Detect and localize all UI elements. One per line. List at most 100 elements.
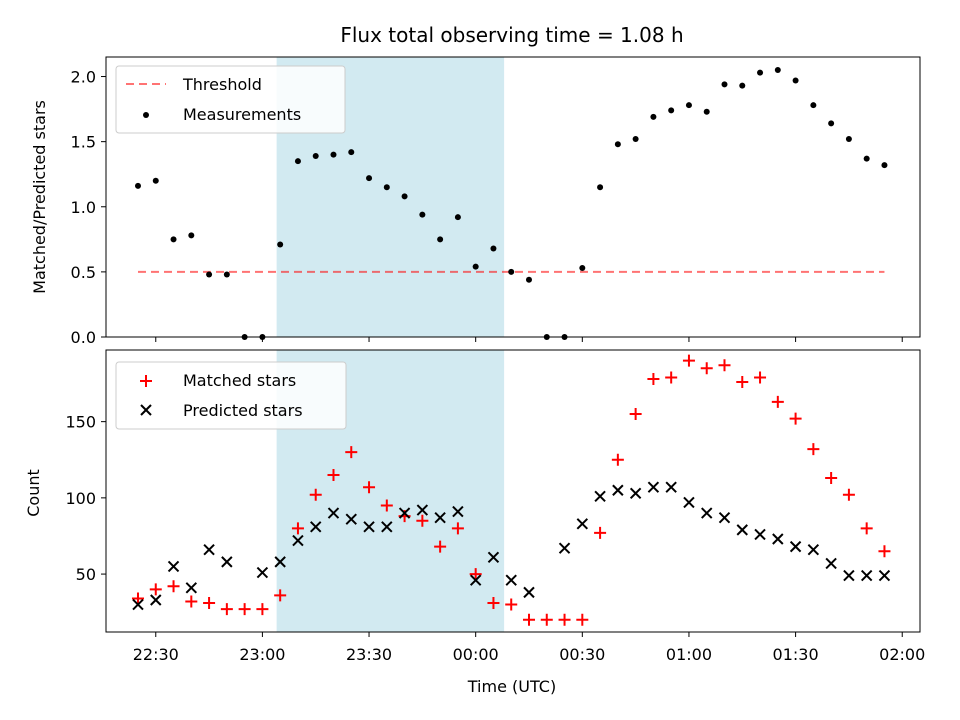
matched-star-point bbox=[665, 371, 678, 384]
matched-star-point bbox=[167, 580, 180, 593]
predicted-star-point bbox=[434, 511, 446, 524]
predicted-star-point bbox=[167, 560, 180, 573]
matched-star-point bbox=[736, 376, 749, 389]
predicted-star-point bbox=[469, 574, 482, 586]
matched-star-point bbox=[274, 589, 287, 602]
measurement-point bbox=[721, 81, 728, 88]
top-ticks: 0.0 0.5 1.0 1.5 2.0 bbox=[71, 68, 903, 347]
measurement-point bbox=[134, 182, 141, 189]
matched-star-point bbox=[825, 472, 838, 485]
bottom-y-axis-label: Count bbox=[24, 469, 43, 517]
measurement-point bbox=[223, 271, 230, 278]
predicted-star-point bbox=[203, 543, 215, 556]
measurement-point bbox=[188, 232, 195, 239]
matched-star-point bbox=[576, 613, 589, 626]
predicted-star-point bbox=[594, 490, 606, 503]
matched-star-point bbox=[611, 453, 624, 466]
matched-star-point bbox=[291, 522, 304, 535]
bottom-y-tick-label: 150 bbox=[65, 413, 96, 432]
bottom-y-tick-label: 100 bbox=[65, 489, 96, 508]
measurement-point bbox=[863, 155, 870, 162]
predicted-star-point bbox=[274, 556, 286, 568]
measurement-point bbox=[739, 82, 746, 89]
legend-measurements-label: Measurements bbox=[183, 105, 301, 124]
measurement-point bbox=[277, 241, 284, 248]
predicted-star-point bbox=[345, 513, 357, 525]
bottom-x-tick-label: 00:00 bbox=[453, 645, 499, 664]
measurement-point bbox=[454, 214, 461, 221]
predicted-star-point bbox=[132, 598, 144, 611]
matched-star-point bbox=[487, 597, 500, 610]
measurement-point bbox=[614, 141, 621, 148]
measurement-point bbox=[472, 263, 479, 270]
top-y-tick-label: 0.0 bbox=[71, 328, 96, 347]
matched-star-point bbox=[594, 526, 607, 539]
matched-star-point bbox=[149, 583, 162, 596]
predicted-star-point bbox=[452, 505, 464, 518]
matched-star-point bbox=[238, 603, 251, 616]
measurement-point bbox=[650, 113, 657, 120]
bottom-x-tick-label: 22:30 bbox=[133, 645, 179, 664]
measurement-point bbox=[348, 149, 355, 156]
predicted-star-point bbox=[185, 582, 198, 594]
top-y-axis-label: Matched/Predicted stars bbox=[30, 100, 49, 294]
measurement-point bbox=[774, 67, 781, 74]
matched-star-point bbox=[185, 595, 198, 608]
predicted-star-point bbox=[665, 481, 677, 493]
matched-star-point bbox=[522, 613, 535, 626]
top-axes-frame bbox=[105, 56, 921, 338]
bottom-axes-frame bbox=[105, 349, 921, 633]
measurement-point bbox=[668, 107, 675, 114]
matched-star-point bbox=[327, 468, 340, 481]
top-y-tick-label: 2.0 bbox=[71, 68, 96, 87]
bottom-x-tick-label: 01:00 bbox=[666, 645, 712, 664]
bottom-x-tick-label: 23:00 bbox=[239, 645, 285, 664]
measurement-point bbox=[152, 177, 159, 184]
measurement-point bbox=[330, 151, 337, 158]
predicted-star-point bbox=[487, 551, 500, 564]
legend-measurements-swatch bbox=[143, 112, 149, 118]
matched-star-point bbox=[451, 522, 464, 535]
bottom-ticks: 50 100 150 22:30 23:00 23:30 00:00 00:30 01:00 01… bbox=[65, 413, 925, 664]
predicted-star-point bbox=[576, 518, 589, 530]
bottom-legend-box bbox=[115, 361, 347, 430]
measurement-point bbox=[294, 158, 301, 165]
predicted-star-point bbox=[310, 521, 322, 533]
x-axis-label: Time (UTC) bbox=[467, 677, 556, 696]
measurement-point bbox=[525, 276, 532, 283]
bottom-x-tick-label: 02:00 bbox=[879, 645, 925, 664]
predicted-star-point bbox=[221, 556, 233, 568]
matched-star-point bbox=[363, 481, 376, 494]
predicted-star-point bbox=[860, 569, 873, 582]
predicted-star-point bbox=[683, 496, 695, 509]
legend-matched-label: Matched stars bbox=[183, 371, 296, 390]
predicted-star-point bbox=[381, 521, 393, 533]
legend-matched-swatch bbox=[140, 375, 152, 387]
top-legend-box bbox=[115, 65, 346, 134]
measurement-point bbox=[366, 175, 373, 182]
matched-star-point bbox=[309, 488, 322, 501]
legend-predicted-swatch bbox=[140, 404, 152, 416]
top-legend: Threshold Measurements bbox=[115, 65, 346, 134]
measurement-point bbox=[845, 136, 852, 143]
bottom-x-tick-label: 01:30 bbox=[773, 645, 819, 664]
bottom-subplot: 50 100 150 22:30 23:00 23:30 00:00 00:30 01:00 01… bbox=[24, 349, 925, 696]
matched-star-point bbox=[789, 412, 802, 425]
predicted-star-point bbox=[701, 507, 713, 519]
top-y-tick-label: 1.5 bbox=[71, 133, 96, 152]
top-subplot: 0.0 0.5 1.0 1.5 2.0 Flux total observing tim… bbox=[30, 23, 921, 347]
matched-star-point bbox=[842, 488, 855, 501]
measurement-point bbox=[579, 264, 586, 271]
predicted-star-point bbox=[150, 594, 162, 606]
predicted-star-point bbox=[825, 557, 837, 570]
predicted-star-point bbox=[256, 566, 269, 579]
measurement-point bbox=[810, 102, 817, 109]
top-y-tick-label: 1.0 bbox=[71, 198, 96, 217]
bottom-legend: Matched stars Predicted stars bbox=[115, 361, 347, 430]
predicted-star-point bbox=[558, 542, 571, 554]
predicted-star-point bbox=[736, 524, 748, 536]
predicted-star-point bbox=[718, 511, 731, 524]
predicted-stars-points bbox=[132, 481, 891, 611]
predicted-star-point bbox=[807, 543, 820, 556]
